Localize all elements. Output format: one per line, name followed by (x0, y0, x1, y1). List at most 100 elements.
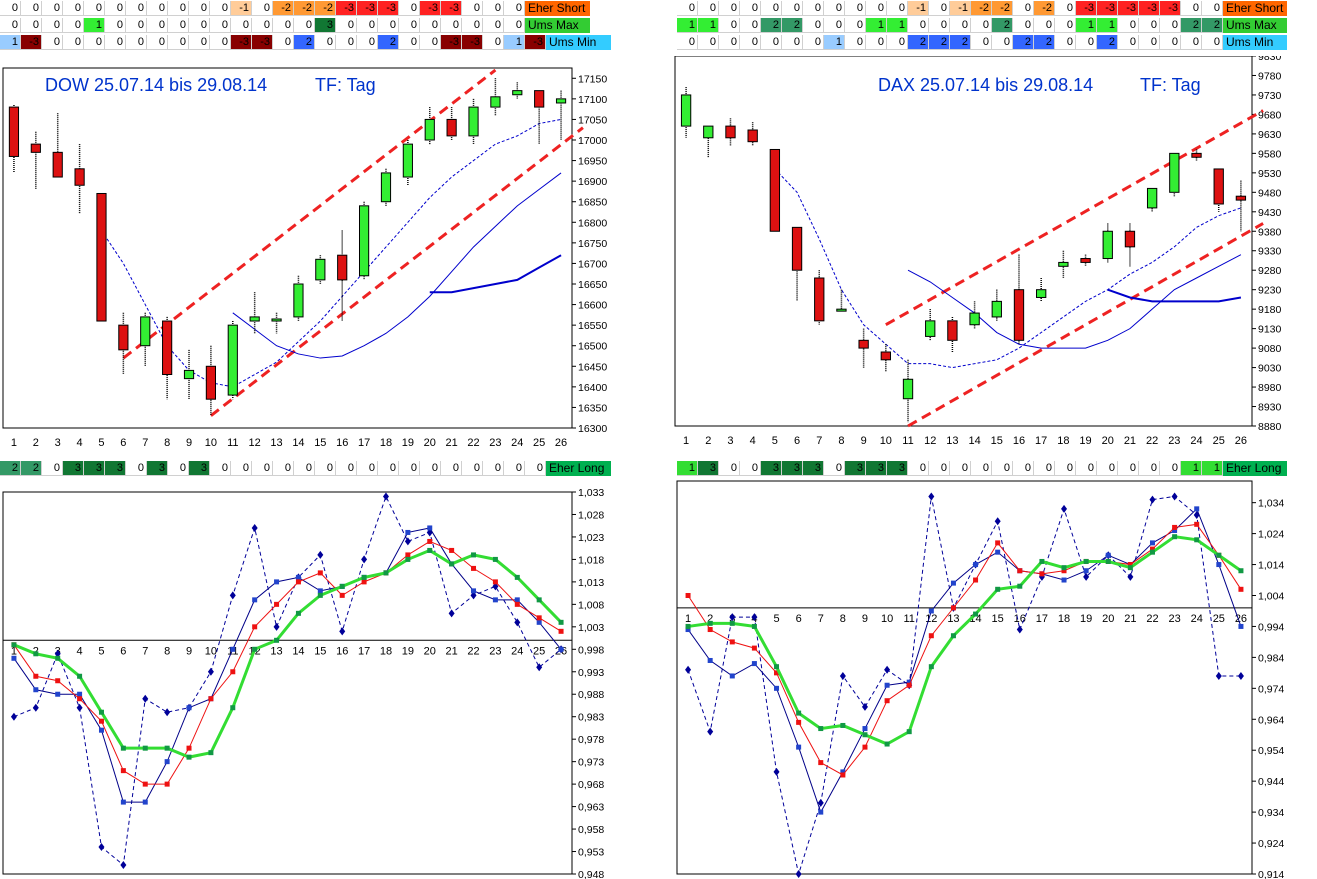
x-tick-label: 13 (947, 613, 959, 625)
left-long-label: Eher Long (546, 461, 611, 476)
y-tick-label: 16800 (578, 217, 607, 229)
data-point (950, 580, 956, 586)
data-point (1149, 495, 1156, 504)
x-tick-label: 16 (1014, 613, 1026, 625)
data-point (1215, 671, 1222, 680)
x-tick-label: 17 (1036, 613, 1048, 625)
data-point (383, 570, 389, 576)
data-point (32, 703, 39, 712)
data-point (77, 691, 83, 697)
left-short-cell: -3 (378, 1, 399, 16)
right-min-cell: 0 (845, 35, 866, 50)
y-tick-label: 16300 (578, 423, 607, 435)
data-point (1039, 571, 1045, 577)
data-point (164, 745, 170, 751)
left-short-cell: -3 (336, 1, 357, 16)
x-tick-label: 3 (55, 437, 61, 449)
data-point (973, 577, 979, 583)
data-point (339, 592, 345, 598)
right-long-cell: 3 (866, 461, 887, 476)
right-max-cell: 1 (698, 18, 719, 33)
chart-subtitle: TF: Tag (1140, 75, 1201, 95)
data-point (995, 586, 1001, 592)
candle-body (1235, 195, 1247, 201)
data-point (120, 745, 126, 751)
left-min-cell: 0 (210, 35, 231, 50)
right-max-cell: 0 (1160, 18, 1181, 33)
candle-body (858, 339, 869, 349)
left-min-cell: 0 (189, 35, 210, 50)
data-point (796, 710, 802, 716)
x-tick-label: 20 (424, 645, 436, 657)
data-point (142, 694, 149, 703)
candle-body (969, 312, 980, 326)
candle-body (814, 277, 825, 322)
x-tick-label: 25 (1213, 435, 1225, 447)
right-short-cell: 0 (677, 1, 698, 16)
x-tick-label: 15 (314, 645, 326, 657)
x-tick-label: 24 (511, 437, 523, 449)
chart-title: DAX 25.07.14 bis 29.08.14 (878, 75, 1093, 95)
candle-body (271, 318, 282, 322)
right-min-cell: 0 (992, 35, 1013, 50)
left-short-cell: -1 (231, 1, 252, 16)
data-point (536, 597, 542, 603)
data-point (1238, 623, 1244, 629)
x-tick-label: 7 (142, 437, 148, 449)
left-long-cell: 0 (273, 461, 294, 476)
left-max-cell: 3 (315, 18, 336, 33)
right-max-cell: 0 (1118, 18, 1139, 33)
data-point (906, 682, 912, 688)
right-max-cell: 0 (719, 18, 740, 33)
left-long-cell: 0 (294, 461, 315, 476)
left-max-label: Ums Max (525, 18, 590, 33)
right-min-cell: 0 (1181, 35, 1202, 50)
left-short-cell: 0 (105, 1, 126, 16)
oscillator-line (687, 535, 1242, 746)
x-tick-label: 20 (1102, 435, 1114, 447)
left-min-cell: 0 (357, 35, 378, 50)
x-tick-label: 22 (467, 437, 479, 449)
left-short-cell: -3 (420, 1, 441, 16)
y-tick-label: 1,034 (1258, 498, 1284, 510)
right-long-cell: 3 (761, 461, 782, 476)
candle-body (1080, 258, 1091, 263)
data-point (685, 665, 692, 674)
y-tick-label: 9680 (1258, 109, 1282, 121)
data-point (685, 623, 691, 629)
x-tick-label: 10 (880, 435, 892, 447)
data-point (707, 620, 713, 626)
data-point (404, 537, 411, 546)
candle-body (1169, 152, 1180, 193)
left-max-cell: 0 (483, 18, 504, 33)
candle-body (205, 365, 216, 400)
data-point (1149, 540, 1155, 546)
left-min-cell: -3 (21, 35, 42, 50)
y-tick-label: 9030 (1258, 363, 1282, 375)
right-short-cell: 0 (740, 1, 761, 16)
right-long-cell: 3 (845, 461, 866, 476)
y-tick-label: 0,948 (578, 869, 604, 879)
candle-body (1013, 289, 1025, 341)
data-point (1238, 568, 1244, 574)
data-point (774, 685, 780, 691)
data-point (164, 708, 171, 717)
left-max-cell: 0 (420, 18, 441, 33)
data-point (1194, 506, 1200, 512)
right-max-cell: 0 (1055, 18, 1076, 33)
x-tick-label: 14 (292, 437, 304, 449)
y-tick-label: 1,008 (578, 599, 604, 611)
candle-body (293, 283, 304, 318)
right-short-cell: -1 (908, 1, 929, 16)
data-point (1194, 537, 1200, 543)
candle-body (512, 90, 523, 96)
right-long-cell: 1 (1202, 461, 1223, 476)
right-min-cell: 0 (761, 35, 782, 50)
data-point (76, 703, 83, 712)
x-tick-label: 18 (380, 645, 392, 657)
left-min-cell: 1 (0, 35, 21, 50)
right-min-cell: 0 (866, 35, 887, 50)
right-min-cell: 2 (1013, 35, 1034, 50)
right-short-cell: -2 (1034, 1, 1055, 16)
